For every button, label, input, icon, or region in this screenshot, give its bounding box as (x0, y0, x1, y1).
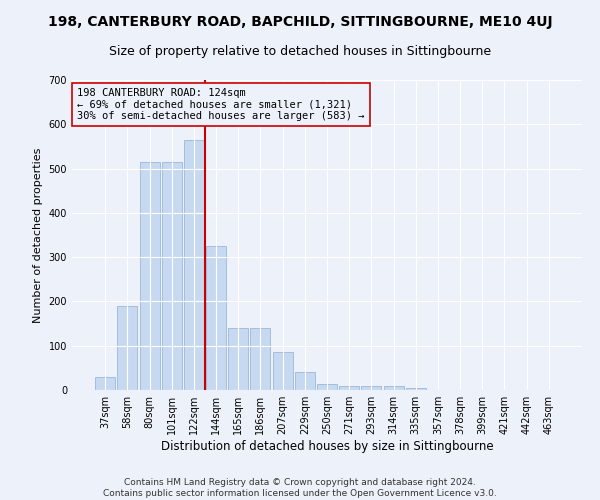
Bar (206, 246, 226, 390)
Bar (228, 328, 248, 390)
Bar (95, 376, 115, 390)
Text: Size of property relative to detached houses in Sittingbourne: Size of property relative to detached ho… (109, 45, 491, 58)
X-axis label: Distribution of detached houses by size in Sittingbourne: Distribution of detached houses by size … (161, 440, 493, 453)
Text: 198, CANTERBURY ROAD, BAPCHILD, SITTINGBOURNE, ME10 4UJ: 198, CANTERBURY ROAD, BAPCHILD, SITTINGB… (47, 15, 553, 29)
Bar (140, 162, 160, 390)
Y-axis label: Number of detached properties: Number of detached properties (33, 148, 43, 322)
Bar (250, 328, 271, 390)
Bar (361, 386, 382, 390)
Bar (295, 372, 315, 390)
Bar (184, 140, 204, 390)
Bar (317, 384, 337, 390)
Text: Contains HM Land Registry data © Crown copyright and database right 2024.
Contai: Contains HM Land Registry data © Crown c… (103, 478, 497, 498)
Bar (406, 388, 426, 390)
Bar (272, 352, 293, 390)
Bar (162, 162, 182, 390)
Text: 198 CANTERBURY ROAD: 124sqm
← 69% of detached houses are smaller (1,321)
30% of : 198 CANTERBURY ROAD: 124sqm ← 69% of det… (77, 88, 365, 121)
Bar (339, 386, 359, 390)
Bar (383, 386, 404, 390)
Bar (118, 306, 137, 390)
